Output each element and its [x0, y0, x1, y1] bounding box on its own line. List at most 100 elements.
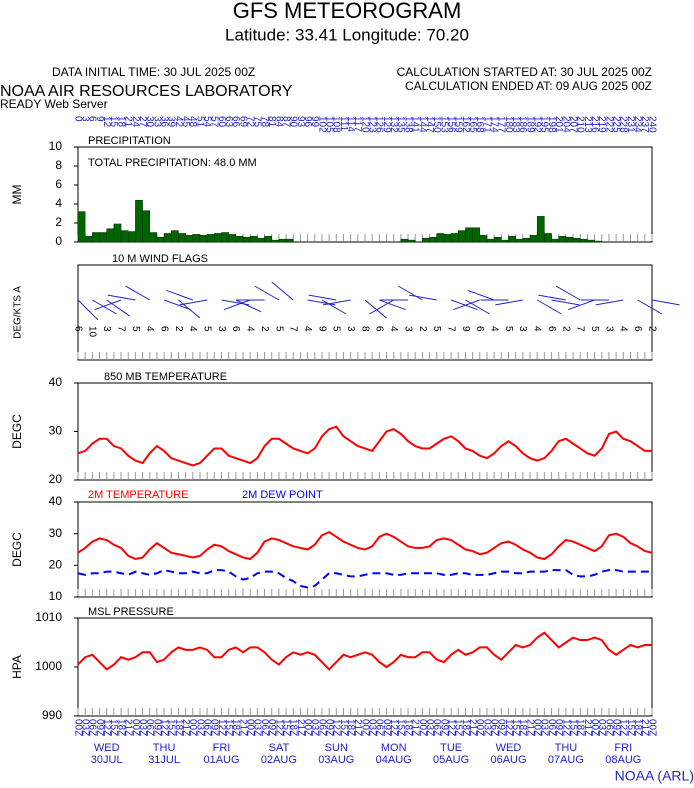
precip-bar [458, 230, 466, 243]
utc-label: 03Z [539, 719, 550, 736]
hour-label: 51 [194, 116, 205, 128]
wind-flag [364, 299, 387, 319]
hour-label: 96 [302, 116, 313, 128]
y-axis-label: MM [10, 185, 24, 205]
y-tick-label: 20 [49, 472, 63, 486]
utc-label: 00Z [359, 719, 370, 736]
wind-speed: 2 [560, 326, 571, 332]
calc-end: CALCULATION ENDED AT: 09 AUG 2025 00Z [405, 79, 652, 93]
wind-speed: 6 [546, 326, 557, 332]
wind-speed: 6 [374, 326, 385, 332]
hour-label: 12 [101, 116, 112, 128]
wind-speed: 4 [245, 326, 256, 332]
precip-bar [77, 211, 86, 243]
hour-label: 84 [273, 116, 284, 128]
precip-bar [242, 237, 251, 243]
hour-label: 93 [295, 116, 306, 128]
utc-label: 18Z [115, 719, 126, 736]
precip-bar [127, 231, 136, 243]
series-line [77, 631, 652, 671]
hour-label: 222 [603, 116, 614, 133]
utc-label: 21Z [295, 719, 306, 736]
utc-label: 09Z [610, 719, 621, 736]
utc-label: 12Z [618, 719, 629, 736]
y-tick-label: 2 [55, 215, 62, 229]
wind-speed: 5 [202, 326, 213, 332]
y-tick-label: 0 [55, 234, 62, 248]
utc-label: 15Z [338, 719, 349, 736]
y-tick-label: 30 [49, 526, 63, 540]
utc-label: 15Z [280, 719, 291, 736]
utc-label: 12Z [503, 719, 514, 736]
hour-label: 189 [524, 116, 535, 133]
panel-title: MSL PRESSURE [88, 606, 174, 618]
y-tick-label: 40 [49, 494, 63, 508]
utc-label: 18Z [173, 719, 184, 736]
precip-bar [206, 234, 215, 243]
wind-flag [125, 285, 151, 301]
wind-speed: 5 [331, 326, 342, 332]
utc-label: 15Z [567, 719, 578, 736]
wind-flag [94, 299, 122, 311]
date-label: 31JUL [148, 754, 180, 766]
utc-label: 21Z [352, 719, 363, 736]
hour-label: 201 [553, 116, 564, 133]
hour-label: 153 [438, 116, 449, 133]
wind-speed: 9 [316, 326, 327, 332]
utc-label: 09Z [496, 719, 507, 736]
wind-speed: 6 [158, 326, 169, 332]
y-axis-label: DEG/KTS A [13, 286, 24, 339]
panel-frame [77, 501, 653, 598]
hour-label: 120 [359, 116, 370, 133]
wind-flag [166, 289, 193, 301]
wind-flag [637, 299, 663, 315]
wind-speed: 5 [431, 326, 442, 332]
precip-bar [92, 232, 100, 243]
hour-label: 54 [202, 116, 213, 128]
precip-bar [271, 239, 280, 243]
wind-flag [92, 299, 117, 315]
utc-label: 21Z [237, 719, 248, 736]
hour-label: 69 [237, 116, 248, 128]
utc-label: 06Z [202, 719, 213, 736]
server: READY Web Server [0, 97, 108, 111]
y-tick-label: 10 [49, 139, 63, 153]
wind-speed: 3 [517, 326, 528, 332]
date-label: 07AUG [548, 754, 584, 766]
wind-speed: 3 [603, 326, 614, 332]
wind-flag [107, 294, 136, 301]
precip-bar [178, 233, 186, 243]
hour-label: 129 [381, 116, 392, 133]
utc-label: 12Z [158, 719, 169, 736]
hour-label: 234 [632, 116, 643, 133]
wind-speed: 2 [646, 326, 657, 332]
wind-flag [369, 299, 394, 315]
wind-speed: 8 [359, 326, 370, 332]
wind-speed: 7 [575, 326, 586, 332]
precip-bar [249, 236, 258, 243]
hour-label: 60 [216, 116, 227, 128]
date-label: 01AUG [203, 754, 239, 766]
precip-bar [171, 230, 179, 243]
y-tick-label: 30 [49, 424, 63, 438]
hour-label: 132 [388, 116, 399, 133]
utc-label: 06Z [374, 719, 385, 736]
precip-bar [515, 238, 524, 243]
calc-start: CALCULATION STARTED AT: 30 JUL 2025 00Z [397, 65, 652, 79]
precip-bar [407, 239, 416, 243]
wind-speed: 5 [589, 326, 600, 332]
utc-label: 06Z [87, 719, 98, 736]
precip-bar [214, 233, 222, 243]
hour-label: 102 [316, 116, 327, 133]
annotation: TOTAL PRECIPITATION: 48.0 MM [88, 157, 257, 169]
precip-bar [106, 228, 115, 243]
utc-label: 06Z [603, 719, 614, 736]
hour-label: 192 [532, 116, 543, 133]
utc-label: 03Z [424, 719, 435, 736]
hour-label: 150 [431, 116, 442, 133]
hour-label: 63 [223, 116, 234, 128]
legend-entry: 2M TEMPERATURE [88, 489, 188, 501]
precip-bar [522, 237, 531, 243]
day-label: THU [153, 742, 176, 754]
day-label: FRI [213, 742, 231, 754]
